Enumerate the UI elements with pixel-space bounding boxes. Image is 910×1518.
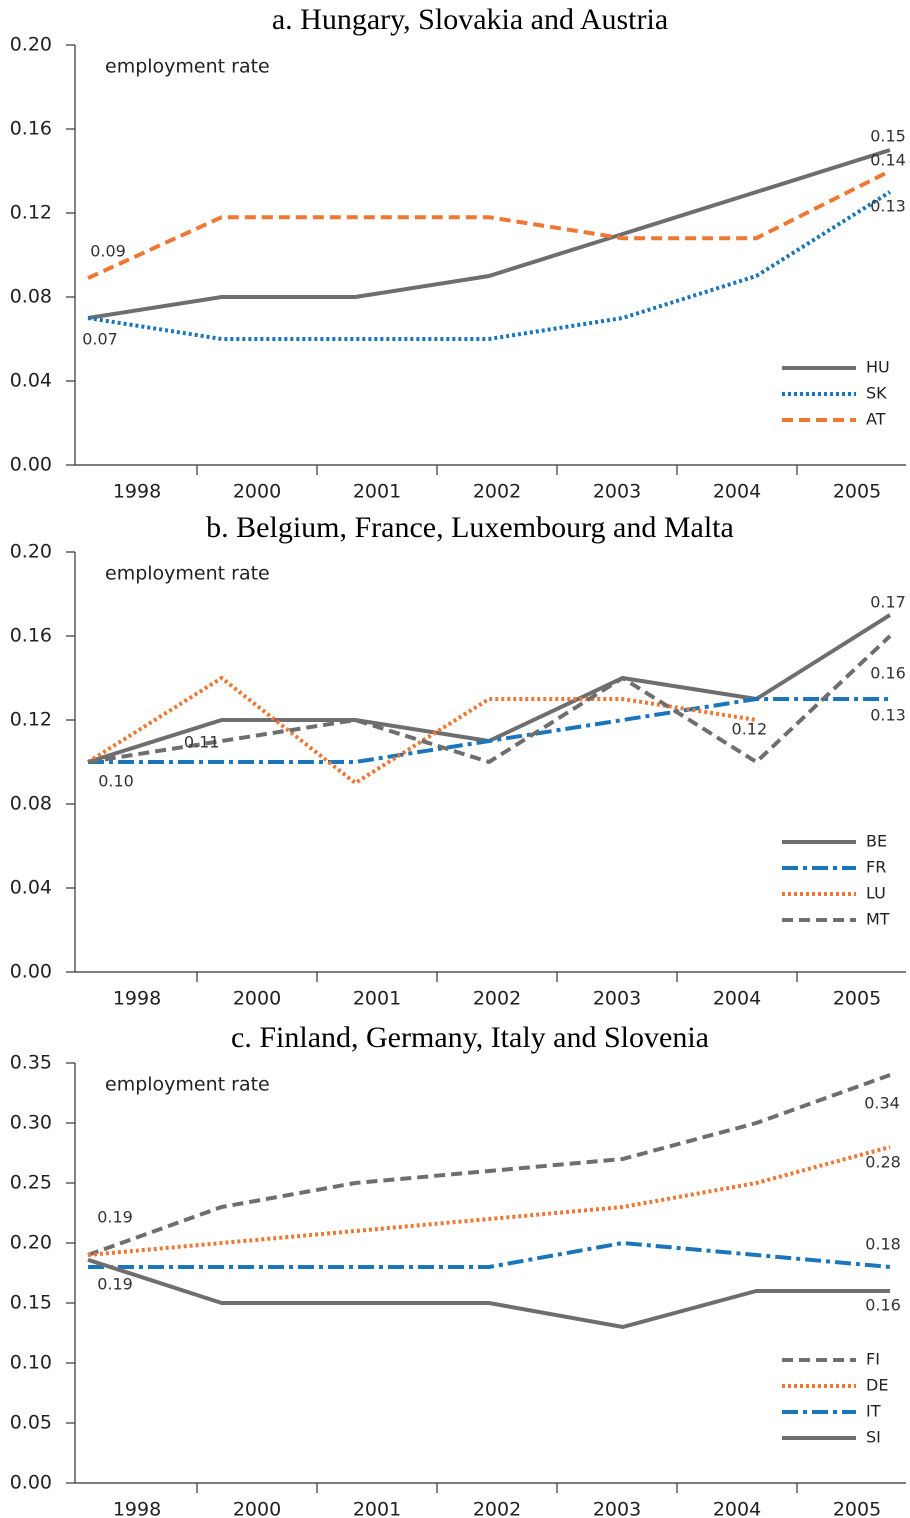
value-label: 0.13 (870, 197, 906, 216)
series-line (87, 1073, 891, 1257)
x-tick-label: 2002 (473, 1499, 521, 1518)
legend-label: FR (866, 858, 886, 877)
y-tick-label: 0.20 (10, 541, 52, 563)
chart-title: b. Belgium, France, Luxembourg and Malta (206, 511, 734, 544)
series-line (88, 697, 890, 764)
legend-label: BE (866, 832, 887, 851)
x-tick-label: 2000 (233, 1499, 281, 1518)
value-label: 0.19 (97, 1208, 133, 1227)
y-tick-label: 0.15 (10, 1292, 52, 1314)
x-tick-label: 2000 (233, 481, 281, 503)
y-tick-label: 0.08 (10, 286, 52, 308)
y-tick-label: 0.10 (10, 1352, 52, 1374)
y-tick-label: 0.20 (10, 1232, 52, 1254)
legend-label: IT (866, 1402, 881, 1421)
x-tick-label: 2001 (353, 988, 401, 1010)
chart-title: c. Finland, Germany, Italy and Slovenia (231, 1021, 709, 1054)
y-tick-label: 0.16 (10, 118, 52, 140)
value-label: 0.13 (870, 706, 906, 725)
x-tick-label: 1998 (113, 481, 161, 503)
x-tick-label: 2004 (713, 988, 761, 1010)
y-tick-label: 0.12 (10, 709, 52, 731)
y-tick-label: 0.08 (10, 793, 52, 815)
x-tick-label: 2003 (593, 481, 641, 503)
y-tick-label: 0.12 (10, 202, 52, 224)
legend-label: HU (866, 358, 890, 377)
x-tick-label: 2002 (473, 988, 521, 1010)
legend-label: DE (866, 1376, 888, 1395)
value-label: 0.14 (870, 151, 906, 170)
series-line (87, 634, 892, 765)
y-axis-label: employment rate (105, 56, 270, 78)
value-label: 0.12 (732, 720, 768, 739)
y-tick-label: 0.20 (10, 34, 52, 56)
series-line (87, 148, 891, 320)
series-line (88, 1240, 891, 1269)
chart-title: a. Hungary, Slovakia and Austria (272, 3, 668, 36)
series-line (87, 1257, 890, 1330)
y-tick-label: 0.00 (10, 1472, 52, 1494)
x-tick-label: 1998 (113, 988, 161, 1010)
value-label: 0.18 (865, 1235, 901, 1254)
value-label: 0.09 (90, 242, 126, 261)
x-tick-label: 1998 (113, 1499, 161, 1518)
x-tick-label: 2000 (233, 988, 281, 1010)
value-label: 0.16 (870, 664, 906, 683)
x-tick-label: 2004 (713, 481, 761, 503)
legend-label: SI (866, 1428, 881, 1447)
series-line (87, 169, 891, 280)
value-label: 0.15 (870, 127, 906, 146)
x-tick-label: 2003 (593, 1499, 641, 1518)
legend-label: AT (866, 410, 886, 429)
value-label: 0.34 (864, 1094, 900, 1113)
y-tick-label: 0.16 (10, 625, 52, 647)
legend-label: SK (866, 384, 887, 403)
legend-label: FI (866, 1350, 880, 1369)
x-tick-label: 2003 (593, 988, 641, 1010)
value-label: 0.10 (98, 772, 134, 791)
value-label: 0.11 (184, 733, 220, 752)
y-tick-label: 0.04 (10, 370, 52, 392)
series-line (87, 1145, 891, 1257)
x-tick-label: 2005 (833, 988, 881, 1010)
y-tick-label: 0.00 (10, 454, 52, 476)
y-tick-label: 0.30 (10, 1112, 52, 1134)
series-line (87, 190, 892, 341)
legend-label: MT (866, 910, 890, 929)
y-tick-label: 0.25 (10, 1172, 52, 1194)
y-tick-label: 0.00 (10, 961, 52, 983)
x-tick-label: 2005 (833, 1499, 881, 1518)
x-tick-label: 2004 (713, 1499, 761, 1518)
value-label: 0.07 (82, 330, 118, 349)
x-tick-label: 2001 (353, 1499, 401, 1518)
x-tick-label: 2005 (833, 481, 881, 503)
x-tick-label: 2001 (353, 481, 401, 503)
x-tick-label: 2002 (473, 481, 521, 503)
y-tick-label: 0.35 (10, 1052, 52, 1074)
y-axis-label: employment rate (105, 563, 270, 585)
value-label: 0.28 (865, 1153, 901, 1172)
legend-label: LU (866, 884, 886, 903)
y-tick-label: 0.05 (10, 1412, 52, 1434)
y-axis-label: employment rate (105, 1074, 270, 1096)
value-label: 0.16 (865, 1296, 901, 1315)
value-label: 0.19 (97, 1274, 133, 1293)
y-tick-label: 0.04 (10, 877, 52, 899)
value-label: 0.17 (870, 593, 906, 612)
